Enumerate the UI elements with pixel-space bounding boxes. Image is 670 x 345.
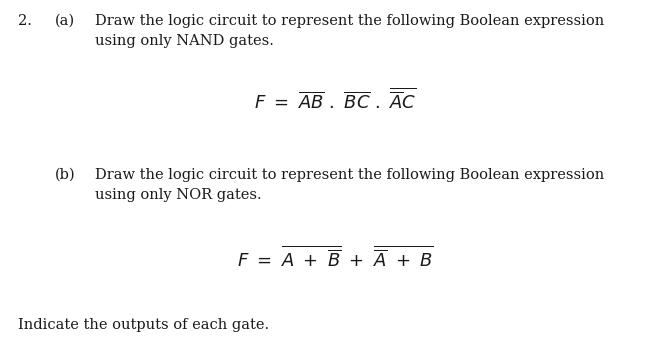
Text: $\mathit{F}\ =\ \overline{A\ +\ \overline{B}}\ +\ \overline{\overline{A}\ +\ B}$: $\mathit{F}\ =\ \overline{A\ +\ \overlin… [237,245,433,271]
Text: Indicate the outputs of each gate.: Indicate the outputs of each gate. [18,318,269,332]
Text: using only NAND gates.: using only NAND gates. [95,34,274,48]
Text: 2.: 2. [18,14,32,28]
Text: $\mathit{F}\ =\ \overline{AB}\ .\ \overline{BC}\ .\ \overline{\overline{A}C}$: $\mathit{F}\ =\ \overline{AB}\ .\ \overl… [254,87,416,113]
Text: Draw the logic circuit to represent the following Boolean expression: Draw the logic circuit to represent the … [95,168,604,182]
Text: Draw the logic circuit to represent the following Boolean expression: Draw the logic circuit to represent the … [95,14,604,28]
Text: using only NOR gates.: using only NOR gates. [95,188,261,202]
Text: (b): (b) [55,168,76,182]
Text: (a): (a) [55,14,75,28]
